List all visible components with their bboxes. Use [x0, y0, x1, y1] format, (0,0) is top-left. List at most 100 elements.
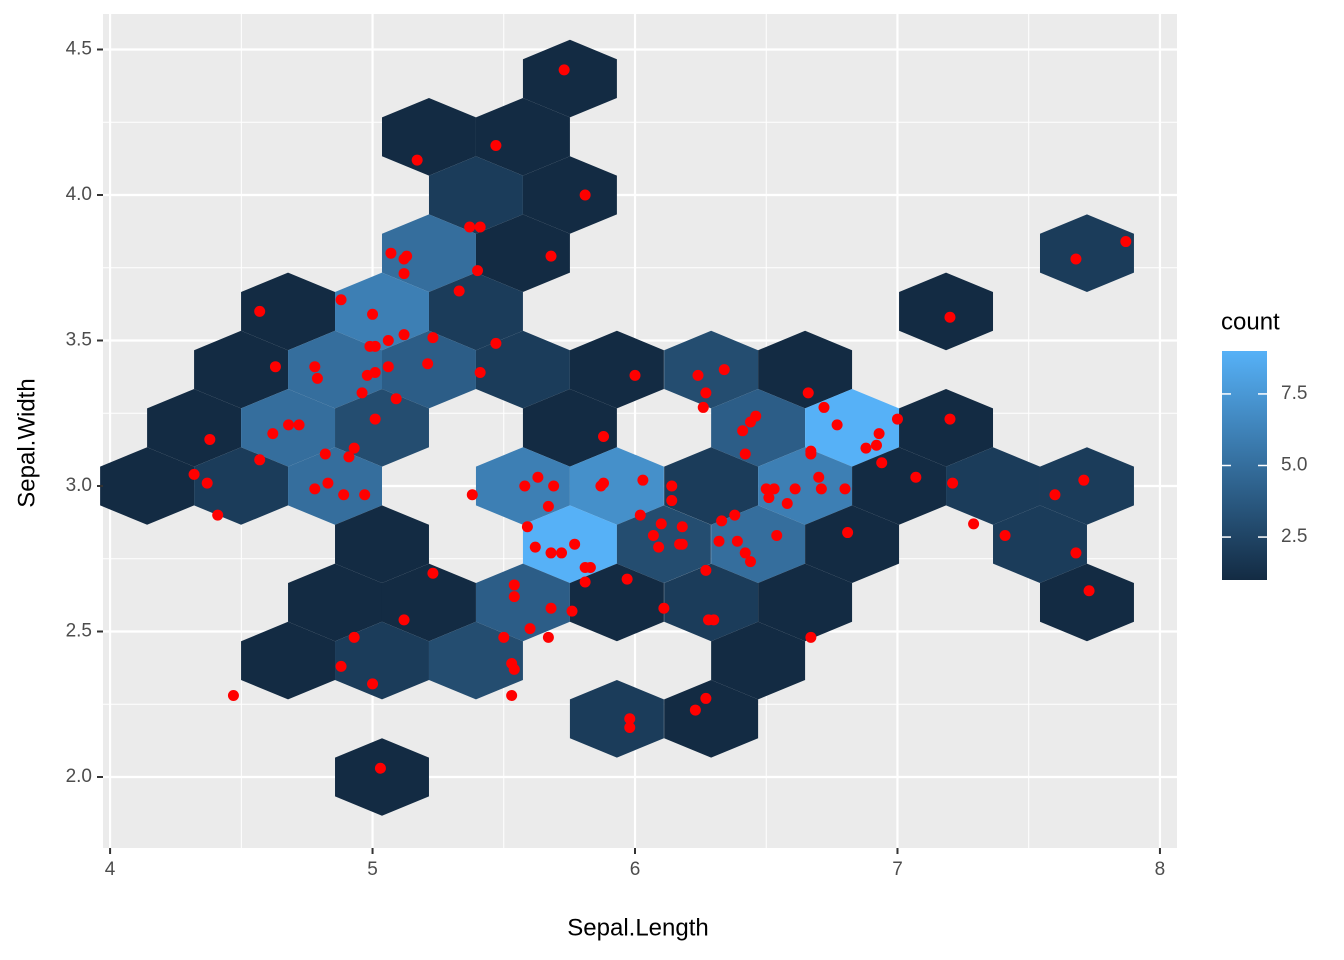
- point: [802, 387, 814, 399]
- legend-tick-label: 5.0: [1281, 455, 1307, 476]
- point: [466, 489, 478, 501]
- point: [519, 480, 531, 492]
- point: [398, 268, 410, 280]
- point: [204, 433, 216, 445]
- hexbin: [569, 679, 664, 758]
- point: [891, 413, 903, 425]
- point: [716, 515, 728, 527]
- point: [367, 678, 379, 690]
- y-tick-label: 3.0: [66, 475, 92, 496]
- point: [506, 690, 518, 702]
- point: [818, 401, 830, 413]
- point: [398, 329, 410, 341]
- point: [382, 334, 394, 346]
- hexbin: [428, 621, 523, 700]
- hexbin: [711, 388, 806, 467]
- hexbin: [758, 447, 853, 525]
- point: [739, 547, 751, 559]
- hexbin: [1039, 214, 1134, 292]
- point: [532, 471, 544, 483]
- point: [729, 509, 741, 521]
- y-axis-title: Sepal.Width: [13, 378, 40, 507]
- point: [369, 367, 381, 379]
- hexbin: [993, 505, 1087, 583]
- hexbin: [194, 330, 289, 409]
- point: [944, 413, 956, 425]
- point: [490, 140, 502, 152]
- hexbin: [288, 563, 382, 642]
- point: [453, 285, 465, 297]
- point: [311, 372, 323, 384]
- point: [689, 704, 701, 716]
- point: [624, 713, 636, 725]
- point: [1083, 585, 1095, 597]
- point: [692, 369, 704, 381]
- hexbin: [758, 330, 853, 409]
- point: [700, 564, 712, 576]
- point: [464, 221, 476, 233]
- point: [188, 468, 200, 480]
- point: [367, 308, 379, 320]
- y-tick-label: 2.0: [66, 766, 92, 787]
- point: [634, 509, 646, 521]
- point: [760, 483, 772, 495]
- point: [390, 393, 402, 405]
- point: [1070, 253, 1082, 265]
- point: [653, 541, 665, 553]
- point: [474, 367, 486, 379]
- point: [621, 573, 633, 585]
- hexbin: [428, 156, 523, 234]
- point: [658, 602, 670, 614]
- point: [548, 480, 560, 492]
- x-tick-label: 6: [630, 859, 641, 880]
- point: [385, 247, 397, 259]
- point: [529, 541, 541, 553]
- point: [319, 448, 331, 460]
- point: [364, 340, 376, 352]
- point: [401, 250, 413, 262]
- hexbin: [1039, 563, 1134, 642]
- hexbin: [335, 621, 429, 700]
- point: [739, 448, 751, 460]
- point: [269, 361, 281, 373]
- point: [744, 556, 756, 568]
- hexbin: [1039, 447, 1134, 525]
- point: [490, 337, 502, 349]
- legend-tick-label: 7.5: [1281, 383, 1307, 404]
- y-tick-label: 3.5: [66, 330, 92, 351]
- hexbin: [664, 563, 759, 642]
- point: [398, 614, 410, 626]
- x-tick-label: 8: [1155, 859, 1166, 880]
- point: [876, 457, 888, 469]
- point: [427, 332, 439, 344]
- y-tick-label: 4.5: [66, 39, 92, 60]
- hexbin: [475, 214, 570, 292]
- point: [542, 631, 554, 643]
- point: [359, 489, 371, 501]
- hexbin: [381, 98, 476, 176]
- point: [805, 448, 817, 460]
- hexbin: [711, 505, 806, 583]
- hexbin: [335, 738, 429, 816]
- hexbin: [194, 447, 289, 525]
- point: [579, 189, 591, 201]
- point: [542, 500, 554, 512]
- point: [1049, 489, 1061, 501]
- point: [545, 250, 557, 262]
- hexbin: [569, 330, 664, 409]
- point: [737, 425, 749, 437]
- point: [598, 431, 610, 443]
- hexbin: [899, 272, 994, 351]
- hexbin: [664, 330, 759, 409]
- point: [713, 535, 725, 547]
- point: [731, 535, 743, 547]
- point: [708, 614, 720, 626]
- hexbin: [899, 388, 994, 467]
- point: [227, 690, 239, 702]
- point: [789, 483, 801, 495]
- point: [947, 477, 959, 489]
- point: [254, 305, 266, 317]
- hexbin: [522, 156, 617, 234]
- point: [655, 518, 667, 530]
